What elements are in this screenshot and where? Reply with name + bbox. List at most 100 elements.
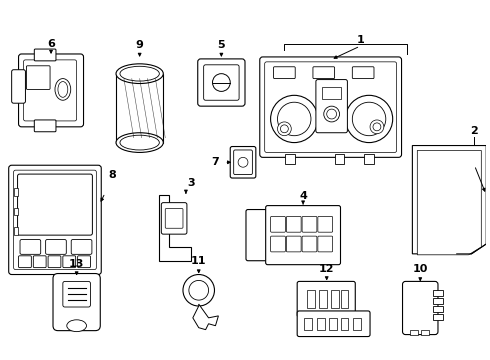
FancyBboxPatch shape bbox=[34, 120, 56, 132]
Circle shape bbox=[270, 95, 318, 143]
Bar bbox=[322, 87, 342, 99]
FancyBboxPatch shape bbox=[71, 239, 92, 254]
Circle shape bbox=[238, 157, 248, 167]
FancyBboxPatch shape bbox=[19, 256, 31, 267]
FancyBboxPatch shape bbox=[204, 65, 239, 100]
Bar bbox=[421, 330, 429, 334]
Circle shape bbox=[183, 275, 215, 306]
Bar bbox=[341, 318, 348, 330]
FancyBboxPatch shape bbox=[302, 216, 317, 232]
Text: 9: 9 bbox=[136, 40, 144, 50]
Text: 4: 4 bbox=[299, 191, 307, 201]
Bar bbox=[304, 318, 312, 330]
FancyBboxPatch shape bbox=[297, 282, 355, 317]
Circle shape bbox=[327, 109, 337, 119]
Bar bbox=[329, 318, 337, 330]
FancyBboxPatch shape bbox=[234, 150, 252, 175]
Circle shape bbox=[352, 102, 386, 136]
Circle shape bbox=[370, 120, 384, 134]
Text: 8: 8 bbox=[108, 170, 116, 180]
Bar bbox=[433, 314, 443, 320]
FancyBboxPatch shape bbox=[63, 282, 91, 307]
FancyBboxPatch shape bbox=[316, 80, 347, 133]
Text: 10: 10 bbox=[413, 264, 428, 274]
Bar bbox=[14, 227, 18, 235]
FancyBboxPatch shape bbox=[265, 62, 396, 152]
FancyBboxPatch shape bbox=[286, 236, 301, 252]
Bar bbox=[331, 290, 339, 308]
Text: 7: 7 bbox=[212, 157, 220, 167]
Bar bbox=[411, 330, 418, 334]
Circle shape bbox=[324, 106, 340, 122]
FancyBboxPatch shape bbox=[266, 206, 341, 265]
FancyBboxPatch shape bbox=[14, 170, 97, 270]
FancyBboxPatch shape bbox=[246, 210, 271, 261]
Ellipse shape bbox=[67, 320, 86, 332]
FancyBboxPatch shape bbox=[286, 216, 301, 232]
Bar bbox=[317, 318, 325, 330]
FancyBboxPatch shape bbox=[318, 236, 333, 252]
Text: 6: 6 bbox=[47, 39, 55, 49]
FancyBboxPatch shape bbox=[33, 256, 46, 267]
Circle shape bbox=[213, 74, 230, 91]
Circle shape bbox=[277, 122, 291, 136]
FancyBboxPatch shape bbox=[19, 54, 83, 127]
Bar bbox=[341, 290, 348, 308]
Bar bbox=[433, 298, 443, 304]
FancyBboxPatch shape bbox=[63, 256, 75, 267]
Bar bbox=[307, 290, 315, 308]
Bar bbox=[14, 188, 18, 196]
Ellipse shape bbox=[120, 135, 159, 150]
FancyBboxPatch shape bbox=[53, 274, 100, 330]
FancyBboxPatch shape bbox=[198, 59, 245, 106]
Circle shape bbox=[345, 95, 392, 143]
FancyBboxPatch shape bbox=[12, 70, 25, 103]
FancyBboxPatch shape bbox=[402, 282, 438, 334]
Circle shape bbox=[189, 280, 209, 300]
FancyBboxPatch shape bbox=[302, 236, 317, 252]
FancyBboxPatch shape bbox=[9, 165, 101, 275]
Ellipse shape bbox=[116, 133, 163, 152]
FancyBboxPatch shape bbox=[161, 203, 187, 234]
Circle shape bbox=[373, 123, 381, 131]
Circle shape bbox=[277, 102, 311, 136]
Bar bbox=[433, 306, 443, 312]
FancyBboxPatch shape bbox=[273, 67, 295, 78]
Text: 3: 3 bbox=[187, 178, 195, 188]
Ellipse shape bbox=[58, 82, 68, 97]
FancyBboxPatch shape bbox=[165, 208, 183, 228]
FancyBboxPatch shape bbox=[260, 57, 401, 157]
Bar bbox=[353, 318, 361, 330]
Polygon shape bbox=[417, 150, 481, 255]
FancyBboxPatch shape bbox=[46, 239, 66, 254]
Text: 2: 2 bbox=[470, 126, 478, 136]
Text: 12: 12 bbox=[319, 264, 335, 274]
Ellipse shape bbox=[120, 66, 159, 81]
Text: 5: 5 bbox=[218, 40, 225, 50]
Bar bbox=[14, 208, 18, 215]
Text: 11: 11 bbox=[191, 256, 206, 266]
Text: 13: 13 bbox=[69, 259, 84, 269]
Ellipse shape bbox=[55, 78, 71, 100]
FancyBboxPatch shape bbox=[270, 216, 285, 232]
FancyBboxPatch shape bbox=[20, 239, 41, 254]
Bar bbox=[116, 74, 163, 143]
Circle shape bbox=[280, 125, 288, 133]
Bar bbox=[364, 154, 374, 164]
Bar bbox=[285, 154, 295, 164]
FancyBboxPatch shape bbox=[270, 236, 285, 252]
FancyBboxPatch shape bbox=[318, 216, 333, 232]
Bar bbox=[433, 290, 443, 296]
FancyBboxPatch shape bbox=[18, 174, 93, 235]
FancyBboxPatch shape bbox=[297, 311, 370, 337]
FancyBboxPatch shape bbox=[313, 67, 335, 78]
FancyBboxPatch shape bbox=[352, 67, 374, 78]
FancyBboxPatch shape bbox=[24, 60, 76, 121]
Polygon shape bbox=[159, 195, 191, 261]
FancyBboxPatch shape bbox=[48, 256, 61, 267]
Polygon shape bbox=[193, 304, 219, 330]
Polygon shape bbox=[413, 145, 486, 254]
Ellipse shape bbox=[116, 64, 163, 84]
FancyBboxPatch shape bbox=[230, 147, 256, 178]
FancyBboxPatch shape bbox=[26, 66, 50, 89]
